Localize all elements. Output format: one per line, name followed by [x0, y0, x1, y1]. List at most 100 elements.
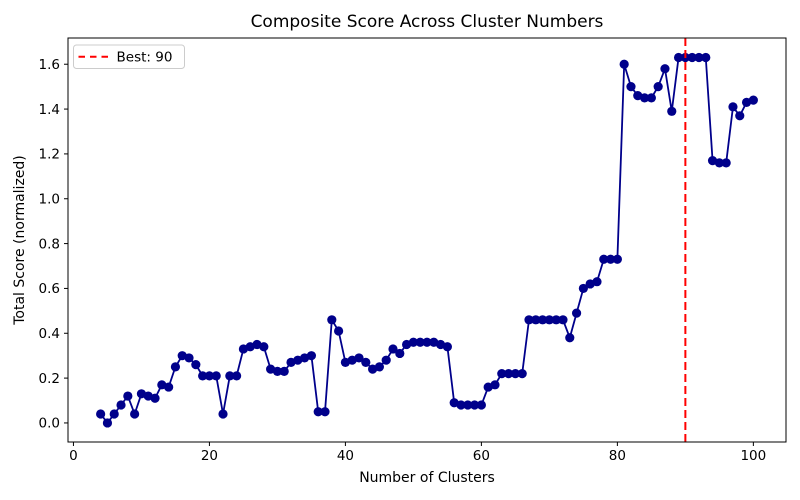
data-point: [109, 409, 119, 419]
data-point: [164, 382, 174, 392]
data-point: [578, 283, 588, 294]
data-point: [510, 369, 520, 379]
data-point: [571, 308, 582, 318]
data-point: [592, 277, 602, 287]
data-point: [646, 93, 656, 103]
plot-area: [68, 38, 786, 442]
data-point: [497, 369, 507, 379]
data-point: [558, 315, 568, 325]
data-point: [374, 362, 385, 372]
y-tick-label: 0.2: [39, 371, 60, 387]
data-point: [388, 344, 398, 354]
data-point: [422, 337, 432, 347]
y-tick-label: 0.6: [39, 281, 60, 297]
data-point: [469, 400, 480, 410]
data-point: [599, 254, 609, 264]
data-point: [184, 353, 194, 363]
legend: Best: 90: [73, 44, 185, 69]
data-point: [415, 337, 425, 347]
x-tick-label: 20: [201, 448, 218, 464]
data-point: [517, 369, 527, 379]
data-point: [130, 409, 140, 419]
data-point: [687, 52, 697, 63]
data-point: [619, 59, 629, 69]
data-point: [381, 355, 391, 365]
data-point: [721, 158, 731, 168]
data-point: [748, 95, 758, 105]
data-point: [653, 82, 663, 92]
data-point: [612, 254, 622, 264]
y-tick-label: 1.0: [39, 192, 60, 208]
data-point: [408, 337, 418, 347]
x-tick-label: 60: [473, 448, 490, 464]
data-point: [327, 315, 337, 325]
data-point: [531, 315, 541, 325]
data-point: [123, 391, 133, 401]
data-point: [565, 333, 575, 343]
chart-title: Composite Score Across Cluster Numbers: [251, 12, 604, 32]
x-axis-ticks: 0 20 40 60 80 100: [69, 442, 766, 464]
data-point: [605, 254, 616, 264]
data-point: [463, 400, 473, 410]
data-point: [667, 106, 677, 116]
legend-box: [73, 44, 185, 69]
data-point: [191, 360, 201, 370]
data-point: [306, 351, 317, 361]
data-point: [626, 82, 636, 92]
data-point: [660, 64, 670, 74]
data-point: [218, 409, 228, 419]
data-point: [102, 418, 113, 428]
x-tick-label: 100: [740, 448, 766, 464]
plot-spines: [67, 37, 787, 443]
data-point: [503, 369, 514, 379]
data-point: [694, 52, 704, 63]
data-point: [639, 93, 650, 103]
y-tick-label: 0.8: [39, 236, 60, 252]
data-point: [225, 371, 235, 381]
data-point: [490, 380, 500, 390]
y-tick-label: 0.0: [39, 416, 60, 432]
data-point: [313, 407, 323, 417]
data-point: [537, 315, 548, 325]
data-point: [279, 366, 289, 376]
x-axis-label: Number of Clusters: [359, 470, 495, 486]
data-point: [524, 315, 534, 325]
data-point: [170, 362, 181, 372]
y-tick-label: 1.6: [39, 57, 60, 73]
data-point: [395, 348, 405, 359]
data-point: [150, 393, 160, 403]
y-axis-ticks: 0.0 0.2 0.4 0.6 0.8 1.0 1.2 1.4 1.6: [39, 57, 68, 432]
data-point: [232, 371, 242, 381]
data-point: [354, 353, 364, 363]
legend-label: Best: 90: [117, 50, 173, 66]
data-point: [544, 315, 554, 325]
x-tick-label: 80: [609, 448, 626, 464]
data-point: [551, 315, 561, 325]
data-point: [116, 400, 126, 410]
x-tick-label: 0: [69, 448, 78, 464]
data-point: [735, 111, 745, 121]
data-point: [272, 366, 283, 376]
y-tick-label: 1.2: [39, 147, 60, 163]
data-point: [701, 52, 711, 63]
data-point: [198, 371, 208, 381]
data-point: [334, 326, 344, 336]
data-point: [476, 400, 486, 410]
data-point: [320, 407, 330, 417]
x-tick-label: 40: [337, 448, 354, 464]
data-point: [728, 102, 738, 112]
data-point: [714, 158, 724, 168]
data-point: [204, 371, 215, 381]
data-point: [96, 409, 106, 419]
data-point: [211, 371, 221, 381]
y-tick-label: 0.4: [39, 326, 60, 342]
y-tick-label: 1.4: [39, 102, 60, 118]
data-point: [442, 342, 452, 352]
y-axis-label: Total Score (normalized): [12, 155, 28, 326]
data-point: [673, 52, 684, 63]
data-series: [96, 52, 758, 428]
data-point: [456, 400, 466, 410]
data-point: [361, 357, 371, 368]
